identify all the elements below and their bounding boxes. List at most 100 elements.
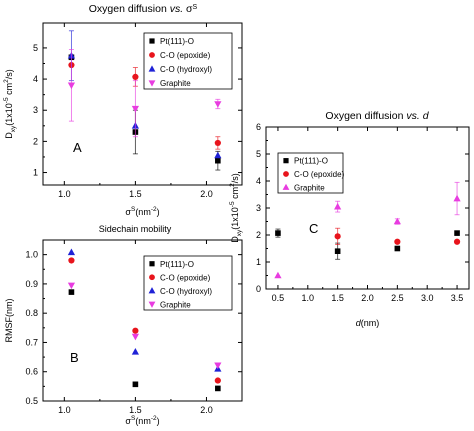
legend-marker	[283, 158, 289, 164]
panel-letter: C	[309, 221, 318, 236]
legend: Pt(111)-O C-O (epoxide) C-O (hydroxyl) Grap…	[143, 255, 233, 311]
legend-box	[277, 152, 344, 194]
legend: Pt(111)-O C-O (epoxide) C-O (hydroxyl) Grap…	[143, 32, 233, 90]
x-tick-label: 0.5	[272, 293, 285, 303]
panel-letter: B	[70, 350, 79, 365]
data-point	[131, 348, 139, 355]
y-tick-label: 0.5	[25, 396, 38, 406]
data-point	[131, 105, 139, 113]
legend-marker	[283, 171, 289, 177]
x-tick-label: 1.0	[302, 293, 315, 303]
data-point	[334, 202, 342, 210]
legend-label: C-O (hydroxyl)	[160, 65, 212, 74]
chart-panel-b: Sidechain mobility 1.0 1.5 2.0 0.5 0.6 0.7 0.8 0…	[4, 224, 243, 426]
y-tick-label: 6	[256, 122, 261, 132]
y-axis-label: Dxy(1x10-5 cm2/s)	[3, 69, 17, 138]
x-axis-label: σS(nm-2)	[125, 415, 159, 426]
data-point	[214, 151, 222, 159]
legend-marker	[282, 183, 290, 190]
data-point	[214, 377, 221, 384]
y-tick-label: 3	[33, 105, 38, 115]
y-tick-label: 4	[33, 74, 38, 84]
legend-marker	[149, 38, 155, 44]
legend-label: C-O (epoxide)	[160, 51, 211, 60]
data-point	[214, 362, 222, 370]
series-graphite	[67, 282, 222, 370]
data-point	[275, 230, 281, 236]
y-tick-label: 0	[256, 284, 261, 294]
data-point	[394, 245, 401, 252]
legend-label: Pt(111)-O	[160, 260, 194, 269]
legend-label: C-O (epoxide)	[294, 170, 345, 179]
data-point	[214, 139, 221, 147]
chart-panel-c: Oxygen diffusion vs. d 0.5 1.0 1.5 2.0 2.5 3.0…	[229, 110, 470, 328]
y-tick-label: 4	[256, 176, 261, 186]
plot-frame	[265, 126, 470, 290]
data-point	[68, 257, 75, 264]
x-axis-label: σS(nm-2)	[125, 206, 159, 217]
legend-box	[143, 255, 233, 311]
y-tick-label: 1.0	[25, 250, 38, 260]
legend-label: Graphite	[294, 183, 325, 192]
legend-box	[143, 32, 233, 90]
y-tick-label: 1	[256, 257, 261, 267]
series-graphite	[67, 49, 222, 138]
data-point	[274, 271, 282, 279]
legend-marker	[149, 274, 155, 281]
y-axis-label: Dxy(1x10-5 cm2/s)	[229, 173, 243, 242]
chart-title: Oxygen diffusion vs. d	[325, 110, 429, 122]
data-point	[215, 385, 221, 392]
y-tick-label: 0.9	[25, 279, 38, 289]
y-tick-label: 0.8	[25, 308, 38, 318]
plot-frame	[42, 239, 243, 402]
y-tick-label: 5	[33, 43, 38, 53]
data-point	[131, 333, 139, 341]
y-tick-label: 2	[33, 136, 38, 146]
x-tick-label: 3.0	[421, 293, 434, 303]
legend-label: Graphite	[160, 300, 191, 309]
data-point	[67, 82, 76, 90]
data-point	[334, 233, 341, 240]
data-point	[214, 101, 222, 108]
data-point	[334, 248, 341, 254]
legend: Pt(111)-O C-O (epoxide) Graphite	[277, 152, 345, 194]
data-point	[132, 381, 139, 388]
x-tick-label: 1.5	[129, 189, 142, 199]
plot-frame	[42, 22, 243, 186]
x-axis-label: d(nm)	[356, 318, 380, 328]
legend-label: Pt(111)-O	[294, 157, 328, 166]
data-point	[454, 230, 460, 236]
chart-panel-a: Oxygen diffusion vs. σS 1.0 1.5 2.0 1 2 3 4 5 σS(…	[3, 3, 243, 217]
x-tick-label: 1.5	[129, 405, 142, 415]
x-tick-label: 3.5	[451, 293, 464, 303]
data-point	[394, 238, 401, 245]
series-pt-111-o	[68, 289, 221, 392]
y-tick-label: 2	[256, 230, 261, 240]
series-graphite	[274, 181, 461, 279]
legend-label: Pt(111)-O	[160, 37, 194, 46]
legend-marker	[148, 301, 156, 308]
y-axis-label: RMSF(nm)	[4, 299, 14, 343]
data-point	[215, 157, 221, 164]
x-tick-label: 1.0	[58, 405, 71, 415]
legend-marker	[148, 287, 156, 294]
data-point	[393, 217, 401, 225]
series-c-o-epoxide-	[68, 257, 221, 384]
x-tick-label: 2.5	[391, 293, 404, 303]
data-point	[132, 73, 139, 80]
legend-marker	[149, 261, 155, 267]
data-point	[67, 248, 76, 256]
chart-title: Oxygen diffusion vs. σS	[89, 3, 198, 15]
data-point	[453, 194, 461, 202]
legend-label: C-O (hydroxyl)	[160, 287, 212, 296]
y-tick-label: 1	[33, 168, 38, 178]
x-tick-label: 1.5	[331, 293, 344, 303]
y-tick-label: 3	[256, 203, 261, 213]
chart-title: Sidechain mobility	[99, 224, 172, 234]
data-point	[453, 238, 461, 245]
data-point	[67, 282, 76, 290]
panel-letter: A	[73, 140, 82, 155]
legend-marker	[148, 80, 156, 87]
series-pt-111-o	[275, 228, 460, 260]
